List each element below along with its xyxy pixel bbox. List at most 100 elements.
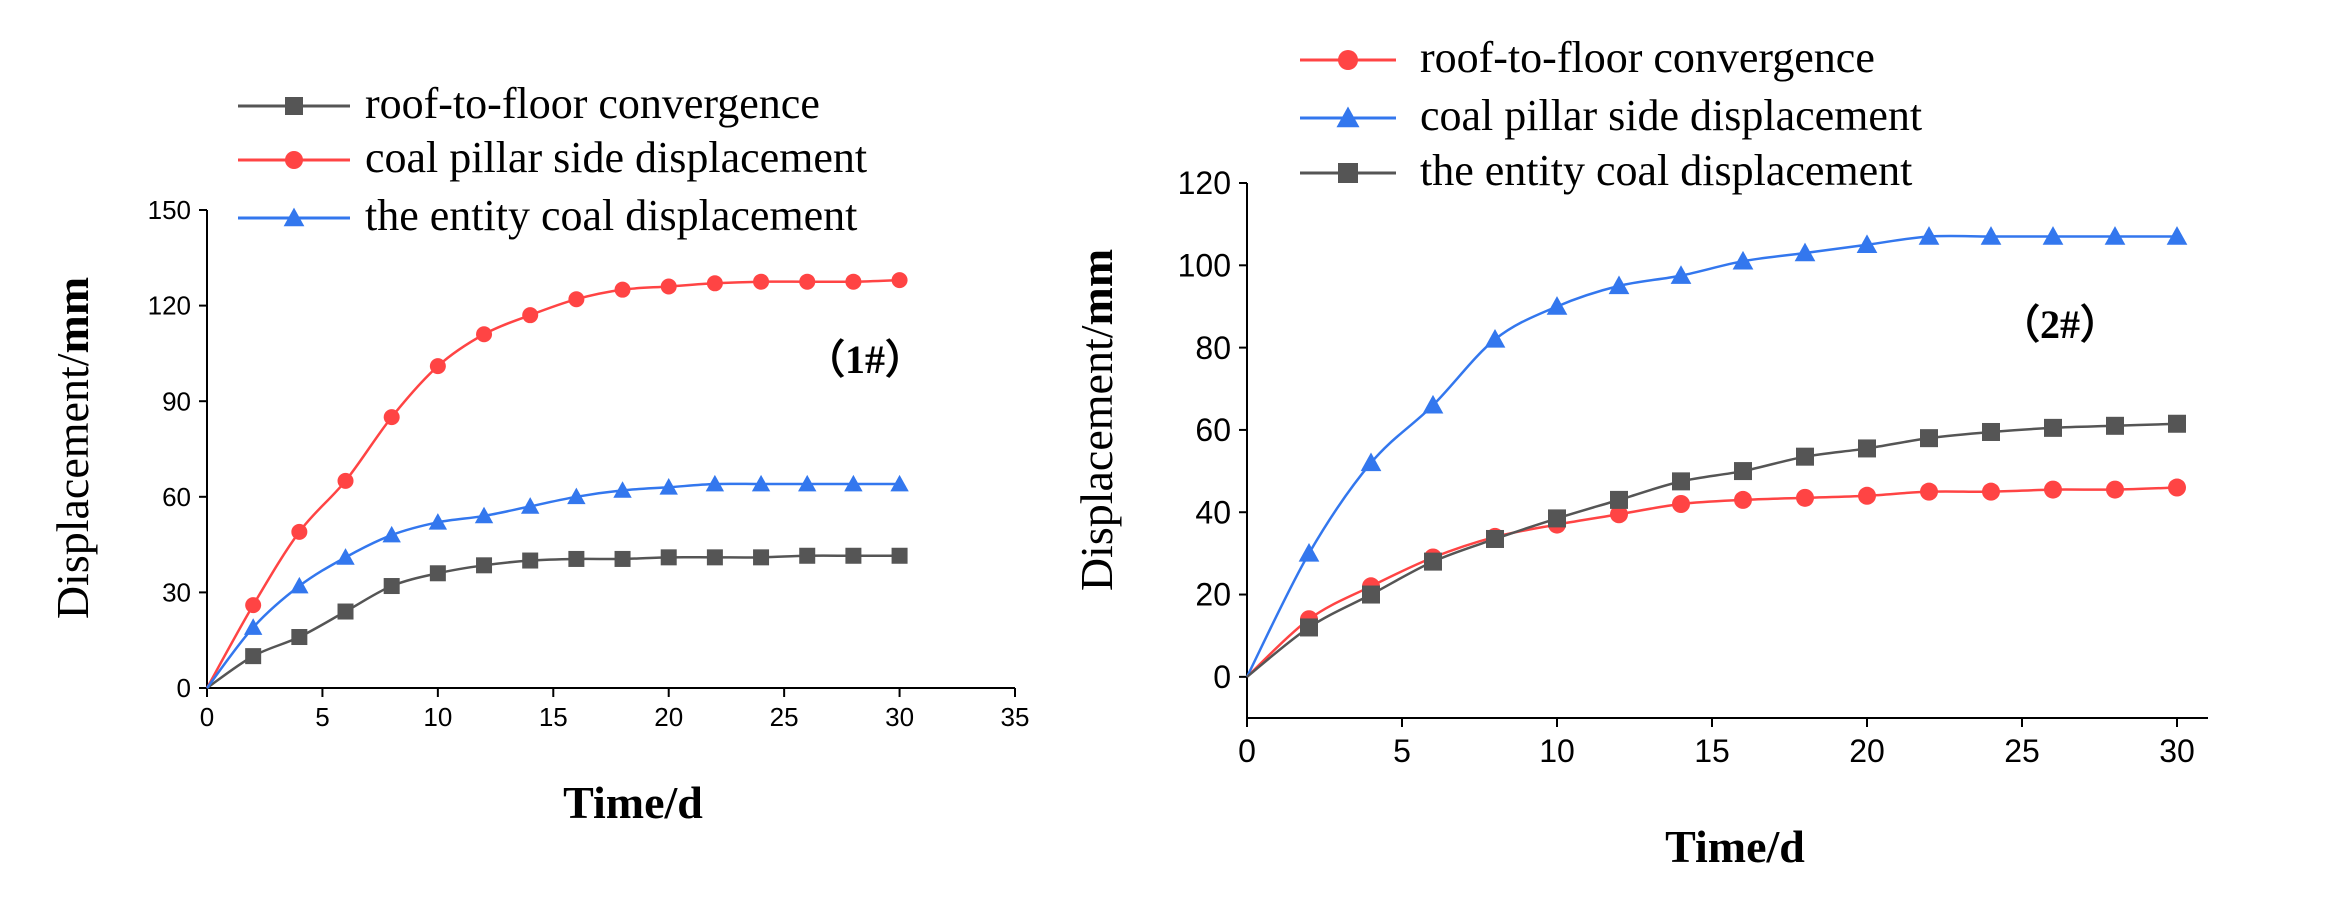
data-point: [1980, 226, 2002, 245]
legend-marker: [1338, 50, 1358, 70]
data-point: [522, 307, 539, 324]
data-point: [798, 474, 817, 492]
legend-label: the entity coal displacement: [1420, 146, 1912, 195]
data-point: [660, 278, 677, 295]
data-point: [2104, 226, 2126, 245]
data-point: [474, 506, 494, 524]
x-tick-label: 30: [885, 702, 914, 732]
series-line: [1246, 486, 2178, 678]
series-2: [205, 272, 908, 689]
data-point: [245, 597, 262, 614]
x-tick-label: 15: [539, 702, 568, 732]
x-tick-label: 25: [770, 702, 799, 732]
data-point: [522, 552, 539, 569]
legend-marker: [1338, 163, 1358, 183]
data-point: [568, 291, 585, 308]
data-point: [2166, 226, 2188, 245]
data-point: [1858, 486, 1876, 505]
data-point: [336, 548, 355, 565]
data-point: [567, 487, 586, 505]
data-point: [1732, 250, 1754, 270]
y-axis-title-text: Displacement/: [47, 353, 98, 619]
x-axis-title: Time/d: [1665, 821, 1805, 872]
x-tick-label: 5: [1393, 733, 1411, 769]
legend-marker: [285, 97, 303, 115]
y-axis-title-unit: mm: [47, 277, 98, 354]
y-tick-label: 60: [162, 482, 191, 512]
legend-entry-2: coal pillar side displacement: [238, 133, 867, 182]
data-point: [1796, 447, 1814, 466]
data-point: [1484, 329, 1506, 348]
data-point: [891, 547, 908, 564]
x-tick-label: 20: [1849, 733, 1885, 769]
data-point: [799, 547, 816, 564]
y-tick-label: 40: [1195, 494, 1231, 530]
data-point: [1424, 552, 1442, 571]
y-tick-label: 100: [1178, 248, 1231, 284]
x-tick-label: 10: [423, 702, 452, 732]
data-point: [751, 474, 771, 492]
legend-label: the entity coal displacement: [365, 191, 857, 240]
data-point: [2042, 226, 2064, 245]
data-point: [705, 474, 725, 492]
data-point: [1672, 472, 1690, 491]
data-point: [1362, 585, 1380, 604]
data-point: [706, 275, 723, 292]
data-point: [845, 273, 862, 290]
data-point: [753, 549, 770, 566]
data-point: [1982, 422, 2000, 441]
data-point: [243, 618, 263, 635]
data-point: [753, 273, 770, 290]
data-point: [1608, 275, 1630, 295]
legend-entry-2: coal pillar side displacement: [1300, 91, 1922, 140]
data-point: [1298, 543, 1320, 562]
data-point: [1670, 265, 1692, 284]
data-point: [2044, 480, 2062, 499]
data-point: [290, 576, 309, 594]
data-point: [383, 409, 400, 426]
data-point: [1486, 529, 1504, 548]
y-tick-label: 120: [148, 291, 191, 321]
data-point: [1920, 429, 1938, 448]
y-tick-label: 80: [1195, 330, 1231, 366]
data-point: [890, 474, 909, 492]
data-point: [2044, 418, 2062, 437]
series-3: [206, 474, 909, 689]
legend-entry-3: the entity coal displacement: [238, 191, 857, 240]
data-point: [291, 629, 308, 646]
series-2: [1245, 226, 2188, 678]
panel-label: （2#）: [2000, 302, 2120, 347]
data-point: [1548, 509, 1566, 528]
series-1: [206, 547, 908, 690]
data-point: [1734, 490, 1752, 509]
data-point: [891, 272, 908, 289]
panel-label: （1#）: [805, 337, 925, 382]
data-point: [291, 523, 308, 540]
data-point: [521, 497, 540, 514]
series-1: [1246, 478, 2186, 678]
data-point: [429, 565, 446, 582]
x-tick-label: 15: [1694, 733, 1730, 769]
data-point: [428, 513, 448, 530]
y-tick-label: 90: [162, 386, 191, 416]
chart-panel-1: 0 30 60 90 120 150 0 5 10 15 20 25 30 35 Displacement/…: [47, 79, 1029, 828]
data-point: [2168, 414, 2186, 433]
legend-entry-3: the entity coal displacement: [1300, 146, 1912, 195]
y-tick-label: 150: [148, 195, 191, 225]
y-tick-label: 0: [1213, 659, 1231, 695]
y-tick-label: 60: [1195, 412, 1231, 448]
chart-panel-2: 0 20 40 60 80 100 120 0 5 10 15 20 25 30 Displacement/…: [1071, 33, 2208, 872]
x-tick-label: 30: [2159, 733, 2195, 769]
data-point: [1610, 490, 1628, 509]
data-point: [1360, 452, 1382, 472]
data-point: [660, 549, 677, 566]
data-point: [1918, 226, 1940, 245]
data-point: [429, 358, 446, 375]
y-axis-title: Displacement/mm: [1071, 249, 1122, 591]
y-tick-label: 0: [177, 673, 191, 703]
data-point: [337, 472, 354, 489]
data-point: [1734, 462, 1752, 481]
y-axis-title: Displacement/mm: [47, 277, 98, 619]
legend-entry-1: roof-to-floor convergence: [238, 79, 820, 128]
